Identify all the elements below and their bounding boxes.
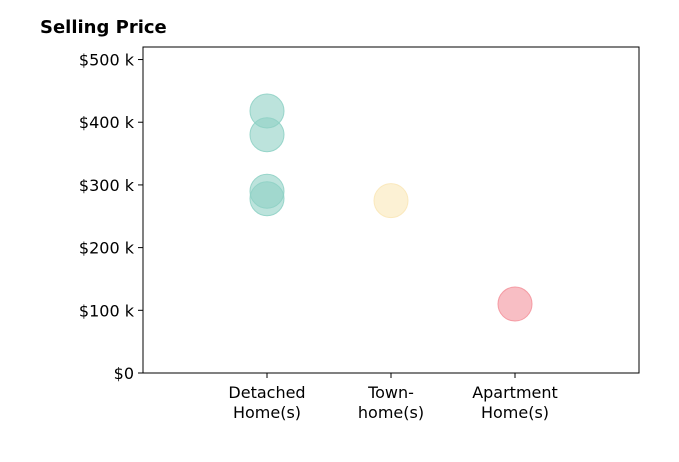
chart-title: Selling Price (40, 17, 167, 38)
x-tick-label-line: Home(s) (233, 403, 301, 422)
x-tick-label: Apartment Home(s) (472, 383, 558, 422)
data-point (249, 181, 285, 217)
y-tick-label: $0 (114, 364, 134, 383)
y-tick-label: $200 k (79, 239, 135, 258)
data-point (249, 117, 285, 153)
data-point (373, 183, 409, 219)
data-point (497, 286, 533, 322)
x-tick-label-line: home(s) (358, 403, 424, 422)
y-tick-label: $300 k (79, 176, 135, 195)
y-tick-label: $500 k (79, 51, 135, 70)
x-tick-label-line: Detached (228, 383, 305, 402)
x-tick-label-line: Town- (367, 383, 414, 402)
y-tick-label: $100 k (79, 301, 135, 320)
x-tick-label: Town-home(s) (358, 383, 424, 422)
x-tick-label: Detached Home(s) (228, 383, 305, 422)
x-tick-label-line: Apartment (472, 383, 558, 402)
x-tick-label-line: Home(s) (481, 403, 549, 422)
y-tick-label: $400 k (79, 113, 135, 132)
